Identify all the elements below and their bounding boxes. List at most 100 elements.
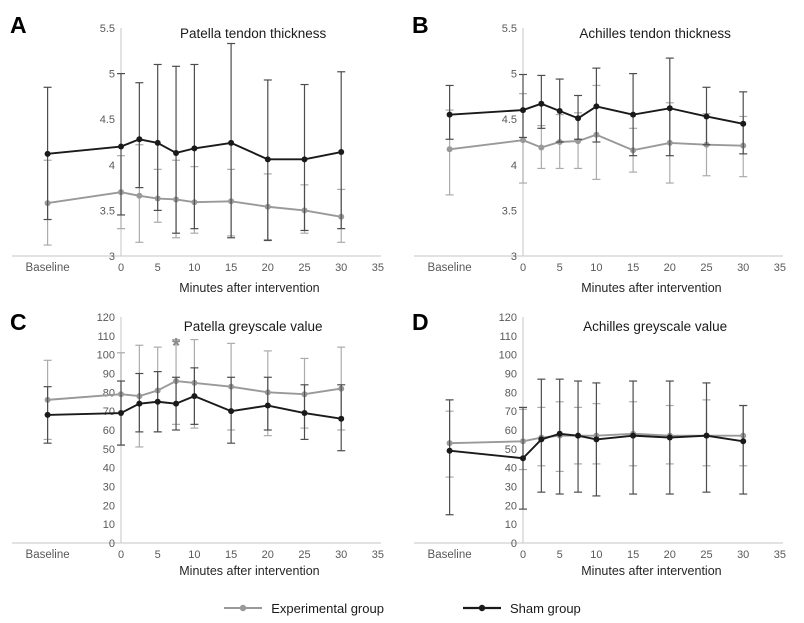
legend: Experimental group Sham group [0,593,804,623]
data-points [446,100,747,127]
axes [12,317,381,544]
data-line [47,380,342,401]
error-bars [43,367,346,452]
data-line [47,395,342,420]
svg-text:4.5: 4.5 [502,114,517,126]
svg-text:5: 5 [511,69,517,81]
y-tick-labels: 3 3.5 4 4.5 5 5.5 [502,23,517,263]
baseline-tick-label: Baseline [26,262,70,274]
panel-b: B 3 3.5 4 4.5 5 5.5 0 5 10 15 20 25 30 35 Baseline Minu… [402,0,804,305]
svg-text:110: 110 [499,331,517,343]
error-bars [445,378,748,516]
chart-title: Achilles tendon thickness [579,26,731,41]
svg-text:25: 25 [700,262,712,274]
svg-text:10: 10 [590,549,602,561]
svg-text:30: 30 [103,482,115,494]
x-axis-title: Minutes after intervention [581,281,721,295]
svg-text:30: 30 [505,482,517,494]
panel-d: D 0 10 20 30 40 50 60 70 80 90 100 110 120 0 5 10 15 20 25… [402,305,804,593]
x-tick-labels: 0 5 10 15 20 25 30 35 Baseline [428,262,786,274]
svg-text:30: 30 [737,549,749,561]
panel-label-a: A [10,12,27,38]
svg-text:10: 10 [103,519,115,531]
panel-label-b: B [412,12,429,38]
svg-text:0: 0 [109,538,115,550]
svg-text:35: 35 [774,262,786,274]
x-tick-labels: 0 5 10 15 20 25 30 35 Baseline [26,262,384,274]
legend-item-experimental: Experimental group [223,601,384,616]
panel-a: A 3 3.5 4 4.5 5 5.5 0 5 10 15 20 25 30 35 Baseline Minu… [0,0,402,305]
legend-item-sham: Sham group [462,601,581,616]
svg-text:3: 3 [109,251,115,263]
svg-text:15: 15 [627,549,639,561]
svg-text:4: 4 [511,160,517,172]
svg-text:5: 5 [109,69,115,81]
baseline-tick-label: Baseline [428,549,472,561]
svg-text:0: 0 [520,262,526,274]
svg-text:60: 60 [505,425,517,437]
axes [12,28,381,257]
svg-text:20: 20 [664,262,676,274]
svg-text:70: 70 [505,406,517,418]
baseline-tick-label: Baseline [26,549,70,561]
svg-text:30: 30 [335,549,347,561]
svg-text:3: 3 [511,251,517,263]
svg-text:15: 15 [225,262,237,274]
significance-asterisk: * [172,334,181,357]
svg-text:30: 30 [335,262,347,274]
legend-marker-experimental-icon [224,604,263,612]
svg-text:70: 70 [103,406,115,418]
svg-text:50: 50 [103,444,115,456]
svg-text:80: 80 [505,387,517,399]
series-sham-group [43,42,346,242]
data-line [449,133,744,152]
legend-marker-sham-icon [462,604,501,612]
axes [414,317,783,544]
y-tick-labels: 0 10 20 30 40 50 60 70 80 90 100 110 120 [97,312,115,550]
svg-text:35: 35 [372,262,384,274]
panel-label-c: C [10,309,27,335]
svg-text:20: 20 [103,500,115,512]
svg-text:5: 5 [557,262,563,274]
svg-text:10: 10 [505,519,517,531]
svg-text:15: 15 [225,549,237,561]
chart-title: Patella tendon thickness [180,26,327,41]
svg-text:25: 25 [700,549,712,561]
x-axis-title: Minutes after intervention [179,564,319,578]
chart-patella-greyscale-value: 0 10 20 30 40 50 60 70 80 90 100 110 120 0 5 10 15 20 25 30… [12,312,384,578]
svg-text:90: 90 [505,369,517,381]
svg-text:50: 50 [505,444,517,456]
svg-text:100: 100 [499,350,517,362]
svg-text:35: 35 [774,549,786,561]
svg-text:120: 120 [499,312,517,324]
svg-text:120: 120 [97,312,115,324]
svg-text:30: 30 [737,262,749,274]
svg-text:10: 10 [188,262,200,274]
baseline-tick-label: Baseline [428,262,472,274]
svg-text:20: 20 [262,549,274,561]
svg-text:3.5: 3.5 [100,205,115,217]
x-axis-title: Minutes after intervention [581,564,721,578]
data-line [449,102,744,125]
svg-text:10: 10 [188,549,200,561]
svg-text:5: 5 [155,262,161,274]
svg-text:20: 20 [505,500,517,512]
y-tick-labels: 0 10 20 30 40 50 60 70 80 90 100 110 120 [499,312,517,550]
x-tick-labels: 0 5 10 15 20 25 30 35 Baseline [428,549,786,561]
data-points [446,430,747,462]
svg-text:35: 35 [372,549,384,561]
svg-text:110: 110 [97,331,115,343]
svg-text:40: 40 [103,463,115,475]
legend-label-sham: Sham group [509,600,581,616]
chart-title: Achilles greyscale value [583,319,727,334]
svg-text:100: 100 [97,350,115,362]
data-line [47,138,342,161]
data-line [47,191,342,218]
svg-text:0: 0 [511,538,517,550]
svg-text:4: 4 [109,160,115,172]
svg-text:20: 20 [664,549,676,561]
legend-label-experimental: Experimental group [271,600,384,616]
chart-achilles-greyscale-value: 0 10 20 30 40 50 60 70 80 90 100 110 120 0 5 10 15 20 25 30… [414,312,786,578]
svg-text:0: 0 [118,549,124,561]
chart-title: Patella greyscale value [184,319,323,334]
